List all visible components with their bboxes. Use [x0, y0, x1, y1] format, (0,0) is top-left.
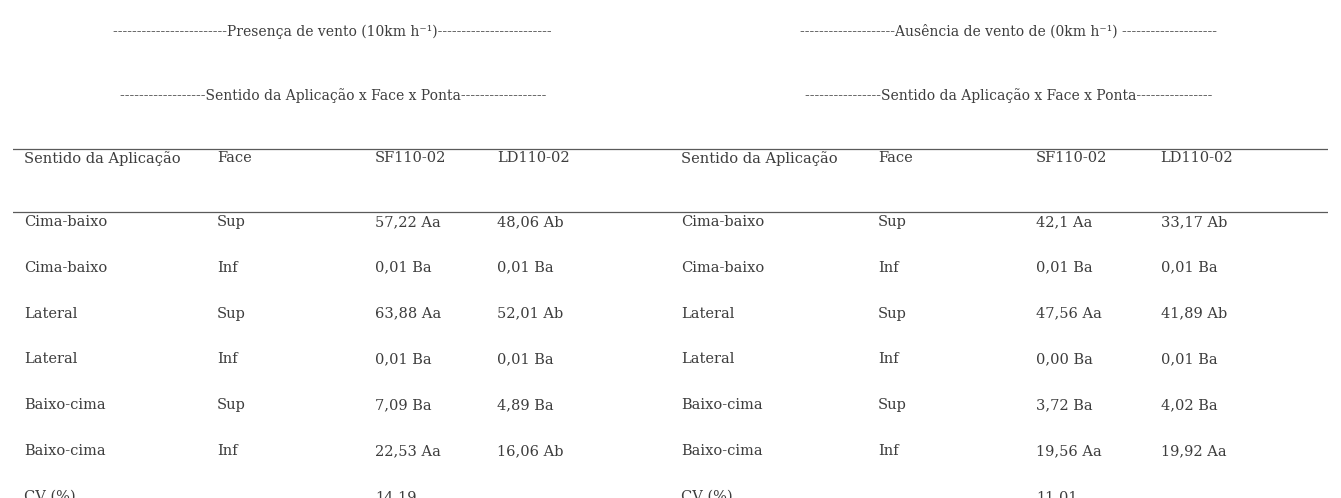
Text: LD110-02: LD110-02	[1161, 151, 1234, 165]
Text: Sup: Sup	[217, 398, 245, 412]
Text: CV (%): CV (%)	[681, 490, 732, 498]
Text: LD110-02: LD110-02	[498, 151, 570, 165]
Text: Inf: Inf	[217, 444, 237, 458]
Text: 48,06 Ab: 48,06 Ab	[498, 215, 563, 229]
Text: 0,01 Ba: 0,01 Ba	[498, 353, 554, 367]
Text: 4,02 Ba: 4,02 Ba	[1161, 398, 1218, 412]
Text: 0,01 Ba: 0,01 Ba	[374, 261, 432, 275]
Text: ------------------Sentido da Aplicação x Face x Ponta------------------: ------------------Sentido da Aplicação x…	[119, 88, 546, 103]
Text: Lateral: Lateral	[24, 307, 78, 321]
Text: Sup: Sup	[217, 215, 245, 229]
Text: SF110-02: SF110-02	[374, 151, 447, 165]
Text: Lateral: Lateral	[24, 353, 78, 367]
Text: 19,92 Aa: 19,92 Aa	[1161, 444, 1226, 458]
Text: 41,89 Ab: 41,89 Ab	[1161, 307, 1227, 321]
Text: ------------------------Presença de vento (10km h⁻¹)------------------------: ------------------------Presença de vent…	[114, 24, 552, 39]
Text: Sup: Sup	[878, 398, 907, 412]
Text: Inf: Inf	[878, 261, 898, 275]
Text: 0,01 Ba: 0,01 Ba	[374, 353, 432, 367]
Text: Sup: Sup	[878, 307, 907, 321]
Text: 33,17 Ab: 33,17 Ab	[1161, 215, 1227, 229]
Text: Sentido da Aplicação: Sentido da Aplicação	[24, 151, 181, 166]
Text: 19,56 Aa: 19,56 Aa	[1035, 444, 1101, 458]
Text: SF110-02: SF110-02	[1035, 151, 1108, 165]
Text: Lateral: Lateral	[681, 307, 735, 321]
Text: Sentido da Aplicação: Sentido da Aplicação	[681, 151, 838, 166]
Text: Cima-baixo: Cima-baixo	[681, 261, 764, 275]
Text: Cima-baixo: Cima-baixo	[24, 261, 107, 275]
Text: 0,00 Ba: 0,00 Ba	[1035, 353, 1093, 367]
Text: Sup: Sup	[217, 307, 245, 321]
Text: 7,09 Ba: 7,09 Ba	[374, 398, 432, 412]
Text: 11,01: 11,01	[1035, 490, 1077, 498]
Text: 22,53 Aa: 22,53 Aa	[374, 444, 441, 458]
Text: Sup: Sup	[878, 215, 907, 229]
Text: --------------------Ausência de vento de (0km h⁻¹) --------------------: --------------------Ausência de vento de…	[799, 24, 1216, 39]
Text: 52,01 Ab: 52,01 Ab	[498, 307, 563, 321]
Text: 63,88 Aa: 63,88 Aa	[374, 307, 441, 321]
Text: Cima-baixo: Cima-baixo	[681, 215, 764, 229]
Text: Baixo-cima: Baixo-cima	[681, 444, 763, 458]
Text: 0,01 Ba: 0,01 Ba	[1035, 261, 1093, 275]
Text: 3,72 Ba: 3,72 Ba	[1035, 398, 1093, 412]
Text: Inf: Inf	[217, 261, 237, 275]
Text: 0,01 Ba: 0,01 Ba	[498, 261, 554, 275]
Text: 57,22 Aa: 57,22 Aa	[374, 215, 441, 229]
Text: Lateral: Lateral	[681, 353, 735, 367]
Text: Baixo-cima: Baixo-cima	[24, 398, 106, 412]
Text: Baixo-cima: Baixo-cima	[24, 444, 106, 458]
Text: Inf: Inf	[217, 353, 237, 367]
Text: Face: Face	[878, 151, 913, 165]
Text: 0,01 Ba: 0,01 Ba	[1161, 353, 1218, 367]
Text: 0,01 Ba: 0,01 Ba	[1161, 261, 1218, 275]
Text: 16,06 Ab: 16,06 Ab	[498, 444, 563, 458]
Text: Face: Face	[217, 151, 252, 165]
Text: ----------------Sentido da Aplicação x Face x Ponta----------------: ----------------Sentido da Aplicação x F…	[805, 88, 1212, 103]
Text: CV (%): CV (%)	[24, 490, 75, 498]
Text: 14,19: 14,19	[374, 490, 416, 498]
Text: Cima-baixo: Cima-baixo	[24, 215, 107, 229]
Text: 4,89 Ba: 4,89 Ba	[498, 398, 554, 412]
Text: Inf: Inf	[878, 353, 898, 367]
Text: 42,1 Aa: 42,1 Aa	[1035, 215, 1092, 229]
Text: Inf: Inf	[878, 444, 898, 458]
Text: 47,56 Aa: 47,56 Aa	[1035, 307, 1102, 321]
Text: Baixo-cima: Baixo-cima	[681, 398, 763, 412]
